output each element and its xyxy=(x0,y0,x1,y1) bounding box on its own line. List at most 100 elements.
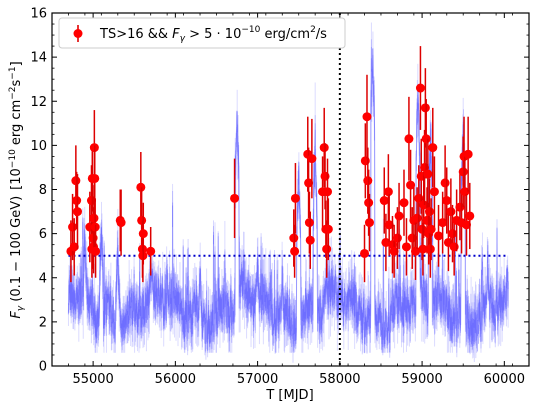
flare-point xyxy=(404,134,414,144)
flare-point xyxy=(465,211,475,221)
y-axis-unit-exp2: −2 xyxy=(8,86,18,99)
axis-ticks: 55000 56000 57000 58000 59000 60000 0 2 4 6 8 10 12 1… xyxy=(30,7,530,387)
background-line-2 xyxy=(67,48,509,363)
flare-point xyxy=(304,178,314,188)
legend-box xyxy=(58,17,346,49)
legend-f-sub: γ xyxy=(180,34,186,44)
flare-point xyxy=(136,182,146,192)
flare-point xyxy=(383,187,393,197)
flare-point xyxy=(72,196,82,206)
flare-point xyxy=(423,169,433,179)
y-axis-range: (0.1 − 100 GeV) xyxy=(9,196,24,306)
y-tick-label: 16 xyxy=(30,7,47,22)
flare-point xyxy=(138,229,148,239)
flare-point xyxy=(421,134,431,144)
background-line-0 xyxy=(67,46,509,345)
y-tick-label: 2 xyxy=(39,315,47,330)
x-tick-label: 58000 xyxy=(319,372,360,387)
flare-points-series xyxy=(66,46,475,283)
x-tick-label: 60000 xyxy=(484,372,525,387)
y-axis-unit-right: ] xyxy=(9,61,24,66)
flare-point xyxy=(434,231,444,241)
flare-point xyxy=(323,224,333,234)
flare-point xyxy=(415,83,425,93)
y-axis-title: Fγ (0.1 − 100 GeV) [10−10 erg cm−2s−1] xyxy=(8,61,26,318)
flare-point xyxy=(146,246,156,256)
legend-exp: −10 xyxy=(241,25,260,35)
flare-point xyxy=(440,178,450,188)
flare-point xyxy=(412,213,422,223)
flare-point xyxy=(428,143,438,153)
flare-point xyxy=(322,244,332,254)
flare-point xyxy=(406,180,416,190)
legend-gt: > 5 · 10 xyxy=(185,27,241,42)
x-tick-label: 55000 xyxy=(72,372,113,387)
flare-point xyxy=(392,233,402,243)
flare-point xyxy=(319,143,329,153)
y-tick-label: 10 xyxy=(30,139,47,154)
y-tick-label: 0 xyxy=(39,360,47,375)
flare-point xyxy=(72,207,82,217)
y-axis-unit-left: [10 xyxy=(9,168,24,190)
flare-point xyxy=(420,103,430,113)
flare-point xyxy=(394,211,404,221)
legend-lead: TS>16 && xyxy=(99,27,172,42)
y-axis-f: F xyxy=(9,311,24,319)
legend-unit-exp: 2 xyxy=(310,25,316,35)
legend-unit: erg/cm xyxy=(260,27,310,42)
flare-point xyxy=(446,207,456,217)
legend-entry: TS>16 && Fγ > 5 · 10−10 erg/cm2/s xyxy=(99,25,327,44)
flare-point xyxy=(399,198,409,208)
x-tick-label: 59000 xyxy=(401,372,442,387)
flare-point xyxy=(419,200,429,210)
y-axis-unit-mid: erg cm xyxy=(9,100,24,149)
background-series xyxy=(67,22,509,363)
flare-point xyxy=(323,187,333,197)
y-tick-label: 14 xyxy=(30,51,47,66)
flare-point xyxy=(290,193,300,203)
flare-point xyxy=(91,246,101,256)
legend-point-marker xyxy=(73,29,83,38)
flare-point xyxy=(137,215,147,225)
flare-point xyxy=(424,207,434,217)
flare-point xyxy=(384,220,394,230)
flare-point xyxy=(290,246,300,256)
y-tick-label: 8 xyxy=(39,183,47,198)
flare-point xyxy=(425,244,435,254)
y-tick-label: 4 xyxy=(39,271,47,286)
flare-point xyxy=(429,187,439,197)
y-tick-label: 12 xyxy=(30,95,47,110)
flare-point xyxy=(71,176,81,186)
background-line-1 xyxy=(67,39,509,352)
flare-point xyxy=(230,193,240,203)
x-axis-title: T [MJD] xyxy=(265,388,313,403)
flare-point xyxy=(69,242,79,252)
x-tick-label: 57000 xyxy=(237,372,278,387)
flare-point xyxy=(289,233,299,243)
flare-point xyxy=(364,198,374,208)
flare-point xyxy=(463,149,473,159)
flare-point xyxy=(426,224,436,234)
legend: TS>16 && Fγ > 5 · 10−10 erg/cm2/s xyxy=(58,17,346,49)
flare-point xyxy=(68,222,78,232)
flare-point xyxy=(362,112,372,122)
y-axis-f-sub: γ xyxy=(16,305,26,311)
flare-point xyxy=(448,229,458,239)
x-tick-label: 56000 xyxy=(155,372,196,387)
flare-point xyxy=(360,248,370,258)
flare-point xyxy=(442,196,452,206)
flare-point xyxy=(401,242,411,252)
flare-point xyxy=(305,235,315,245)
flare-point xyxy=(90,173,100,183)
legend-unit-tail: /s xyxy=(316,27,327,42)
flare-point xyxy=(379,196,389,206)
y-axis-unit-s: s xyxy=(9,79,24,86)
flare-point xyxy=(389,246,399,256)
y-axis-unit-exp3: −1 xyxy=(8,66,18,79)
flare-point xyxy=(458,167,468,177)
flare-point xyxy=(364,218,374,228)
flare-point xyxy=(363,176,373,186)
flare-point xyxy=(461,220,471,230)
y-axis-unit-exp1: −10 xyxy=(8,149,18,168)
